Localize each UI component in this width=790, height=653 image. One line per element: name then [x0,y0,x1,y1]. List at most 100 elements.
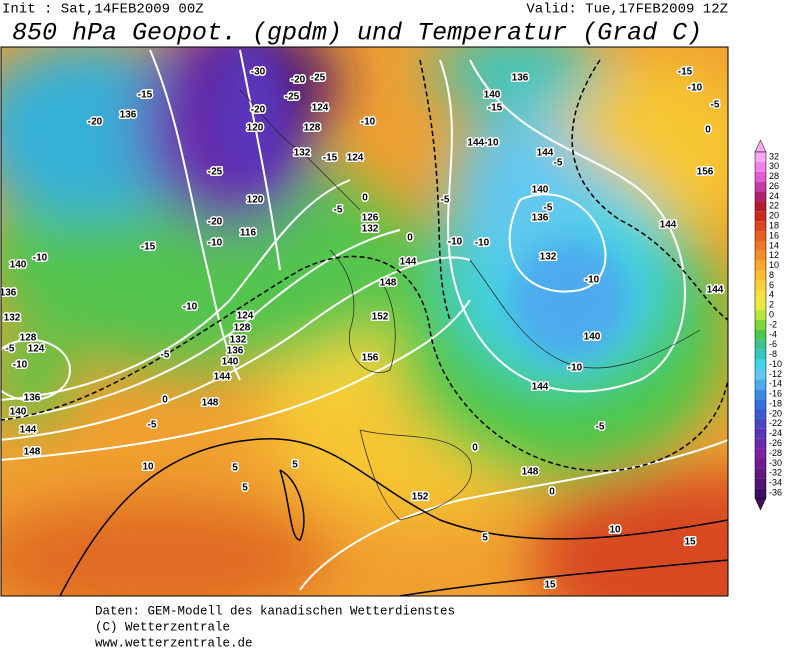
colorbar-label: 22 [769,201,779,211]
colorbar-swatch [755,240,766,251]
colorbar-label: 8 [769,270,774,280]
contour-label: -30 [251,67,266,78]
contour-label: -5 [544,203,553,214]
colorbar-label: -24 [769,428,782,438]
contour-label: 140 [222,357,239,368]
colorbar-label: -22 [769,418,782,428]
contour-label: 156 [697,167,714,178]
colorbar-swatch [755,478,766,489]
contour-label: 124 [237,311,254,322]
colorbar-swatch [755,428,766,439]
colorbar-label: -14 [769,379,782,389]
contour-label: 144 [532,382,549,393]
contour-label: 128 [20,333,37,344]
contour-label: -25 [208,167,223,178]
contour-label: 120 [247,123,264,134]
colorbar-label: -10 [769,359,782,369]
contour-label: 124 [28,344,45,355]
contour-label: -10 [33,253,48,264]
contour-labels: -15-20136-25-20-10116120-15-101401361321… [1,65,725,592]
colorbar-swatch [755,260,766,271]
contour-label: 140 [10,260,27,271]
colorbar-label: 24 [769,191,779,201]
contour-label: 5 [292,460,298,471]
footer-source: Daten: GEM-Modell des kanadischen Wetter… [95,604,455,618]
contour-label: -15 [678,67,693,78]
contour-label: 144 [707,285,724,296]
colorbar-swatch [755,181,766,192]
contour-label: -10 [585,275,600,286]
colorbar-swatch [755,349,766,360]
colorbar-swatch [755,468,766,479]
contour-label: -10 [361,117,376,128]
colorbar-label: -34 [769,478,782,488]
colorbar-label: -12 [769,369,782,379]
contour-label: -10 [475,238,490,249]
colorbar-label: 26 [769,181,779,191]
contour-label: -5 [148,420,157,431]
warm-isotherms [59,438,728,596]
colorbar-swatch [755,369,766,380]
colorbar-label: -30 [769,458,782,468]
colorbar-swatch [755,310,766,321]
isotherms [1,59,728,472]
contour-label: -15 [138,90,153,101]
init-time: Init : Sat,14FEB2009 00Z [2,2,204,18]
colorbar-swatch [755,171,766,182]
colorbar-label: 12 [769,250,779,260]
contour-label: -25 [285,92,300,103]
contour-label: -10 [13,360,28,371]
colorbar-swatch [755,191,766,202]
colorbar-swatch [755,270,766,281]
colorbar-label: -16 [769,389,782,399]
contour-label: -10 [568,363,583,374]
colorbar-label: 30 [769,161,779,171]
contour-label: 10 [609,525,621,536]
colorbar-swatch [755,329,766,340]
contour-label: 10 [142,462,154,473]
contour-label: -20 [88,117,103,128]
colorbar-label: 14 [769,240,779,250]
map-title: 850 hPa Geopot. (gpdm) und Temperatur (G… [12,19,702,48]
colorbar-swatch [755,389,766,400]
colorbar-label: 28 [769,171,779,181]
contour-label: 144 [214,372,231,383]
contour-label: -5 [711,100,720,111]
contour-label: -5 [441,195,450,206]
colorbar-swatch [755,339,766,350]
colorbar-swatch [755,161,766,172]
contour-label: -10 [448,237,463,248]
colorbar-label: -2 [769,319,777,329]
geopotential-contours [1,49,728,591]
colorbar-label: -18 [769,398,782,408]
contour-label: -10 [183,302,198,313]
contour-label: 132 [230,335,247,346]
colorbar-label: 4 [769,290,774,300]
contour-label: 148 [522,467,539,478]
contour-label: 128 [234,323,251,334]
valid-time: Valid: Tue,17FEB2009 12Z [526,2,728,18]
colorbar-label: -8 [769,349,777,359]
contour-label: 152 [372,312,389,323]
colorbar-label: -26 [769,438,782,448]
colorbar-swatch [755,211,766,222]
contour-label: 140 [10,407,27,418]
contour-label: 116 [240,228,257,239]
contour-label: 144 [537,148,554,159]
contour-label: 126 [362,213,379,224]
colorbar-label: -28 [769,448,782,458]
colorbar-label: 6 [769,280,774,290]
colorbar-swatch [755,231,766,241]
contour-label: 0 [549,487,555,498]
colorbar-swatch [755,488,766,498]
colorbar-swatch [755,221,766,232]
colorbar-label: -20 [769,408,782,418]
contour-label: 140 [584,332,601,343]
colorbar-label: 2 [769,300,774,310]
contour-label: 132 [362,224,379,235]
colorbar-label: -4 [769,329,777,339]
colorbar-label: -36 [769,487,782,497]
contour-label: -5 [334,205,343,216]
